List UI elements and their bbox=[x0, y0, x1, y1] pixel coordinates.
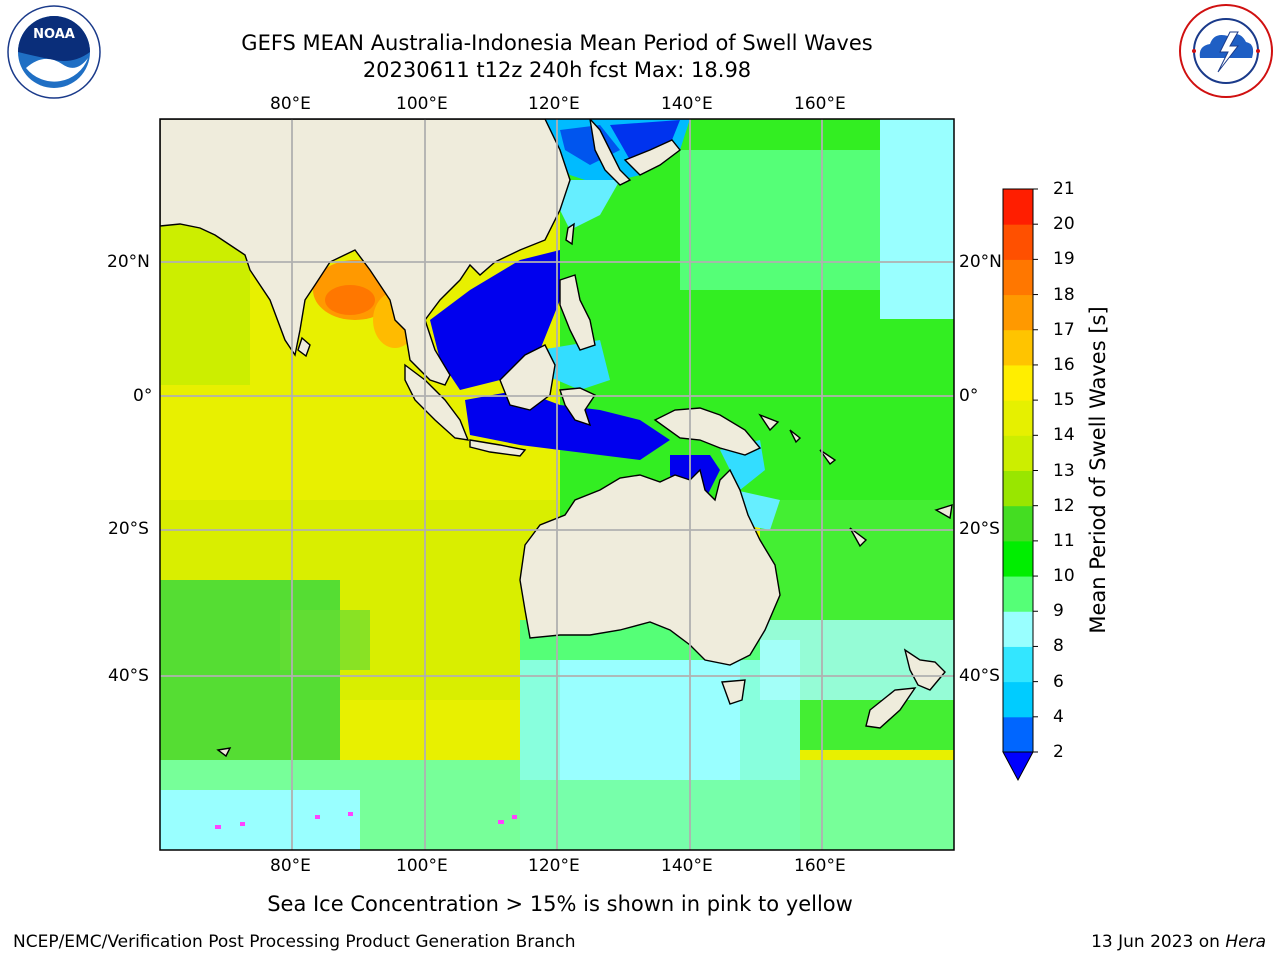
colorbar-segment bbox=[1003, 470, 1033, 507]
lon-label-bottom-80: 80°E bbox=[270, 856, 311, 876]
footer-date: 13 Jun 2023 on Hera bbox=[1091, 932, 1266, 952]
colorbar-tick-label: 10 bbox=[1053, 566, 1075, 587]
java-sea-low bbox=[465, 390, 670, 460]
nws-logo bbox=[1179, 4, 1273, 98]
chart-title: GEFS MEAN Australia-Indonesia Mean Perio… bbox=[241, 31, 873, 55]
colorbar-segment bbox=[1003, 224, 1033, 260]
colorbar-tick-label: 20 bbox=[1053, 214, 1075, 235]
colorbar-tick-label: 4 bbox=[1053, 706, 1064, 727]
lon-label-top-80: 80°E bbox=[270, 94, 311, 114]
land-polygons bbox=[160, 119, 953, 758]
lon-label-bottom-160: 160°E bbox=[794, 856, 846, 876]
colorbar-segment bbox=[1003, 329, 1033, 366]
colorbar bbox=[1002, 188, 1038, 782]
lat-label-right-20n: 20°N bbox=[959, 252, 1002, 272]
gridlines bbox=[160, 119, 954, 850]
noaa-logo-text: NOAA bbox=[33, 27, 75, 42]
colorbar-tick-label: 18 bbox=[1053, 284, 1075, 305]
chart-subtitle: 20230611 t12z 240h fcst Max: 18.98 bbox=[362, 58, 752, 82]
colorbar-tick-label: 19 bbox=[1053, 249, 1075, 270]
colorbar-segment bbox=[1003, 540, 1033, 577]
colorbar-segment bbox=[1003, 364, 1033, 401]
colorbar-tick-label: 14 bbox=[1053, 425, 1075, 446]
noaa-logo: NOAA bbox=[7, 5, 101, 99]
footer-date-text: 13 Jun 2023 on bbox=[1091, 932, 1220, 952]
colorbar-tick-label: 9 bbox=[1053, 601, 1064, 622]
colorbar-tick-label: 11 bbox=[1053, 530, 1075, 551]
lat-label-right-40s: 40°S bbox=[959, 666, 1000, 686]
lon-label-bottom-120: 120°E bbox=[528, 856, 580, 876]
colorbar-segment bbox=[1003, 400, 1033, 436]
colorbar-segment bbox=[1003, 646, 1033, 683]
lat-label-left-20n: 20°N bbox=[107, 252, 150, 272]
map-area bbox=[160, 119, 954, 850]
lon-label-bottom-100: 100°E bbox=[396, 856, 448, 876]
map-frame bbox=[159, 118, 955, 851]
lon-label-top-120: 120°E bbox=[528, 94, 580, 114]
colorbar-tick-label: 12 bbox=[1053, 495, 1075, 516]
colorbar-segment bbox=[1003, 294, 1033, 331]
colorbar-tick-label: 2 bbox=[1053, 742, 1064, 762]
colorbar-extend-arrow bbox=[1002, 751, 1034, 782]
lat-label-left-40s: 40°S bbox=[108, 666, 149, 686]
colorbar-tick-label: 13 bbox=[1053, 460, 1075, 481]
colorbar-tick-label: 8 bbox=[1053, 636, 1064, 657]
lon-label-top-140: 140°E bbox=[661, 94, 713, 114]
lat-label-left-20s: 20°S bbox=[108, 519, 149, 539]
colorbar-segment bbox=[1003, 576, 1033, 612]
colorbar-segment bbox=[1003, 259, 1033, 296]
lon-label-top-100: 100°E bbox=[396, 94, 448, 114]
footer-host: Hera bbox=[1225, 932, 1266, 952]
colorbar-title: Mean Period of Swell Waves [s] bbox=[1086, 306, 1110, 634]
footer-credit: NCEP/EMC/Verification Post Processing Pr… bbox=[13, 932, 576, 952]
colorbar-tick-label: 16 bbox=[1053, 354, 1075, 375]
colorbar-segment bbox=[1003, 435, 1033, 471]
colorbar-segment bbox=[1003, 716, 1033, 753]
colorbar-segment bbox=[1003, 505, 1033, 542]
lon-label-bottom-140: 140°E bbox=[661, 856, 713, 876]
australia bbox=[519, 468, 781, 666]
lat-label-right-20s: 20°S bbox=[959, 519, 1000, 539]
colorbar-tick-label: 21 bbox=[1053, 179, 1075, 199]
colorbar-segment bbox=[1003, 681, 1033, 718]
lat-label-left-0: 0° bbox=[133, 386, 153, 406]
lat-label-right-0: 0° bbox=[959, 386, 979, 406]
colorbar-segment bbox=[1003, 189, 1033, 225]
lon-label-top-160: 160°E bbox=[794, 94, 846, 114]
colorbar-segment bbox=[1003, 611, 1033, 647]
colorbar-tick-label: 6 bbox=[1053, 671, 1064, 692]
colorbar-tick-label: 15 bbox=[1053, 390, 1075, 411]
colorbar-tick-label: 17 bbox=[1053, 319, 1075, 340]
sea-ice-caption: Sea Ice Concentration > 15% is shown in … bbox=[267, 892, 853, 916]
